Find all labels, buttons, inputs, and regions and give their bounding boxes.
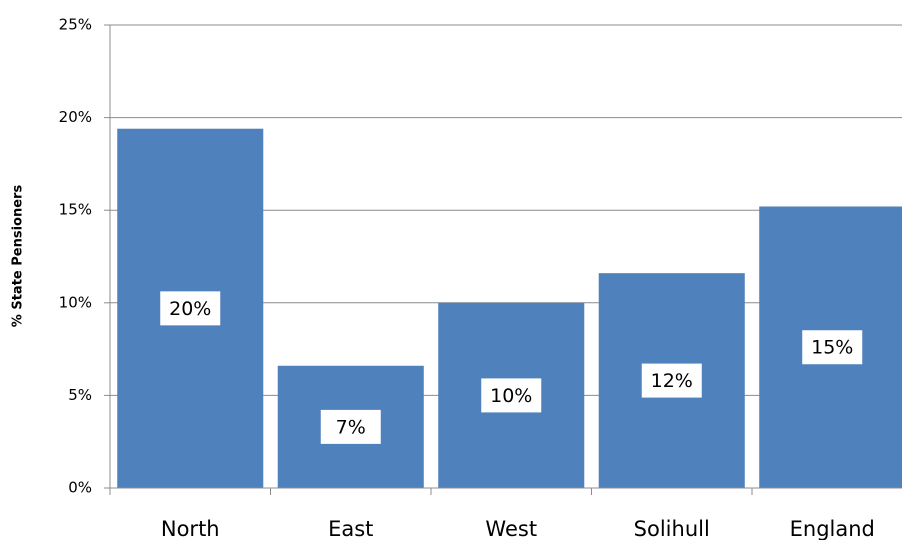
value-label-box	[802, 330, 863, 365]
y-tick-label: 15%	[59, 201, 92, 219]
value-label: 10%	[490, 385, 532, 407]
y-tick-label: 5%	[68, 386, 92, 404]
x-tick-label: England	[790, 517, 875, 540]
y-tick-label: 0%	[68, 479, 92, 497]
value-label-box	[481, 378, 542, 413]
value-label-box	[320, 409, 381, 444]
x-tick-label: West	[485, 517, 537, 540]
value-label: 12%	[651, 370, 693, 392]
x-tick-label: Solihull	[634, 517, 710, 540]
y-tick-label: 25%	[59, 16, 92, 34]
value-label: 15%	[811, 337, 853, 359]
x-tick-label: North	[161, 517, 220, 540]
x-tick-label: East	[328, 517, 373, 540]
value-label: 7%	[336, 416, 366, 438]
y-axis-title: % State Pensioners	[11, 185, 26, 328]
y-tick-label: 20%	[59, 108, 92, 126]
value-label-box	[160, 291, 221, 326]
value-label: 20%	[169, 298, 211, 320]
y-tick-label: 10%	[59, 293, 92, 311]
value-label-box	[641, 363, 702, 398]
